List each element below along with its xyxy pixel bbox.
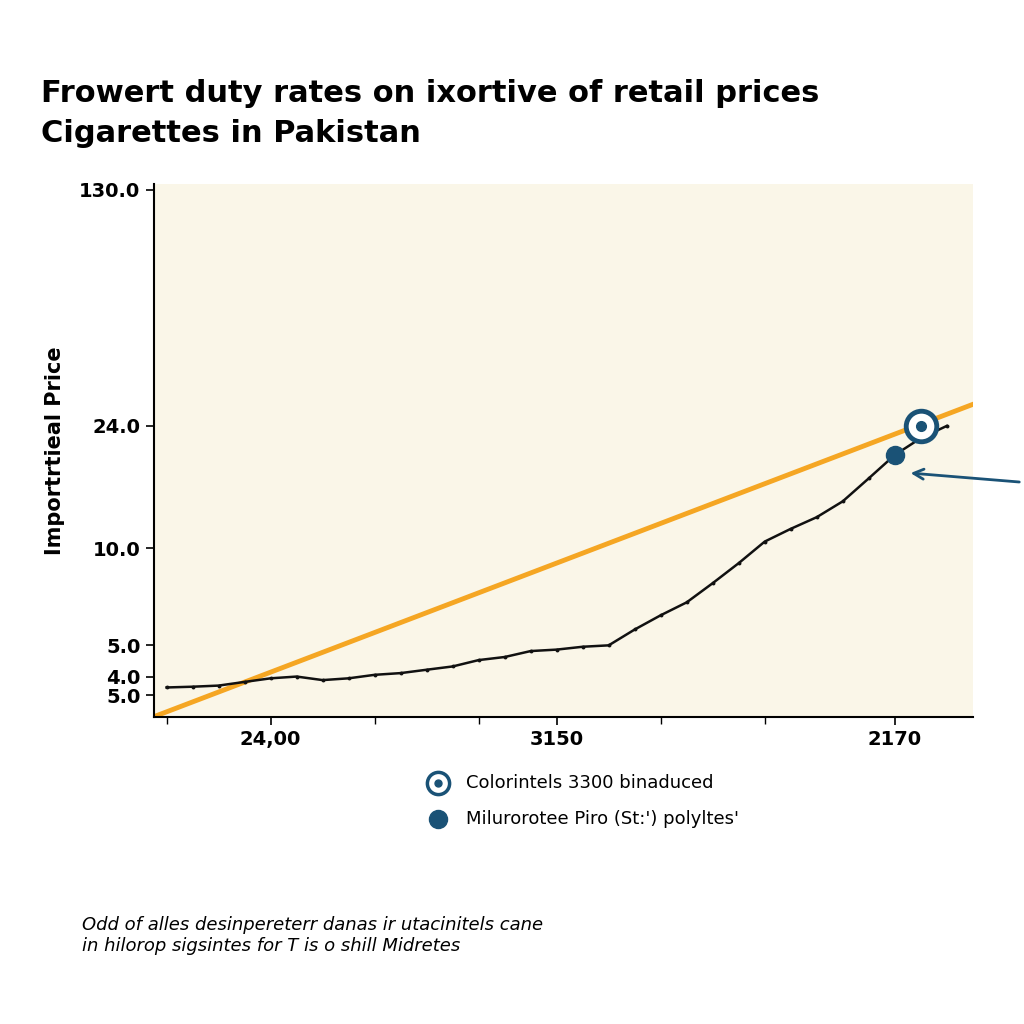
Text: Colorintels 3300 binaduced: Colorintels 3300 binaduced (466, 774, 714, 793)
Text: Milurorotee Piro (St:') polyltes': Milurorotee Piro (St:') polyltes' (466, 810, 739, 828)
Y-axis label: Importrtieal Price: Importrtieal Price (45, 346, 66, 555)
Text: Retail
10,00!: Retail 10,00! (913, 460, 1024, 512)
Text: Frowert duty rates on ixortive of retail prices: Frowert duty rates on ixortive of retail… (41, 79, 819, 108)
Text: Cigarettes in Pakistan: Cigarettes in Pakistan (41, 120, 421, 148)
Text: Odd of alles desinpereterr danas ir utacinitels cane
in hilorop sigsintes for T : Odd of alles desinpereterr danas ir utac… (82, 916, 543, 955)
